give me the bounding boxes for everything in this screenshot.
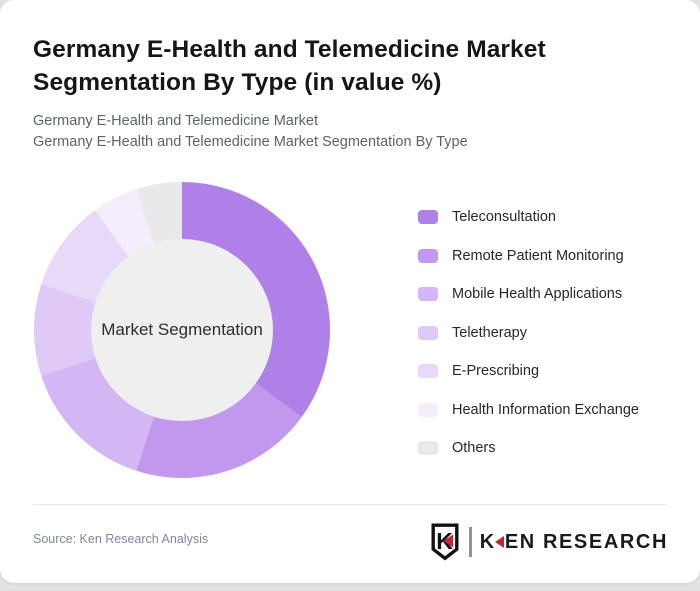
legend-item-health-information-exchange[interactable]: Health Information Exchange [418,401,639,419]
legend-item-teleconsultation[interactable]: Teleconsultation [418,208,639,226]
legend-swatch [418,248,438,263]
logo-divider [469,527,472,557]
donut-hole [91,239,273,421]
wordmark-rest: EN RESEARCH [504,530,668,553]
legend-item-label: E-Prescribing [452,363,540,379]
ken-research-logo: K K EN RESEARCH [430,523,668,561]
legend-item-mobile-health-applications[interactable]: Mobile Health Applications [418,285,639,303]
source-note: Source: Ken Research Analysis [33,532,209,546]
shield-red-triangle-icon [443,534,454,548]
chart-subtitles: Germany E-Health and Telemedicine Market… [33,111,468,153]
shield-k-icon: K [431,523,459,561]
legend-item-label: Teletherapy [452,324,527,341]
legend-swatch [418,287,438,301]
legend-item-label: Mobile Health Applications [452,286,623,302]
page-title: Germany E-Health and Telemedicine Market… [33,36,546,96]
legend-swatch [418,210,438,224]
legend-item-label: Teleconsultation [452,209,556,225]
legend-item-e-prescribing[interactable]: E-Prescribing [418,362,639,380]
footer-divider [33,504,667,505]
brand-wordmark: K EN RESEARCH [480,531,668,554]
legend-swatch [418,441,438,455]
donut-svg [33,182,330,479]
legend-item-others[interactable]: Others [418,439,639,457]
legend-swatch [418,325,438,340]
legend-item-teletherapy[interactable]: Teletherapy [418,324,639,342]
legend-item-label: Health Information Exchange [452,401,639,418]
legend-swatch [418,402,438,417]
donut-chart: Market Segmentation [32,180,332,480]
legend-item-label: Remote Patient Monitoring [452,247,624,264]
legend-item-label: Others [452,440,496,456]
wordmark-k: K [479,530,496,553]
legend-item-remote-patient-monitoring[interactable]: Remote Patient Monitoring [418,247,639,265]
wordmark-red-triangle-icon [494,536,504,548]
subtitle-line-2: Germany E-Health and Telemedicine Market… [33,134,468,150]
chart-legend: Teleconsultation Remote Patient Monitori… [418,208,639,457]
legend-swatch [418,364,438,378]
subtitle-line-1: Germany E-Health and Telemedicine Market [33,113,319,129]
